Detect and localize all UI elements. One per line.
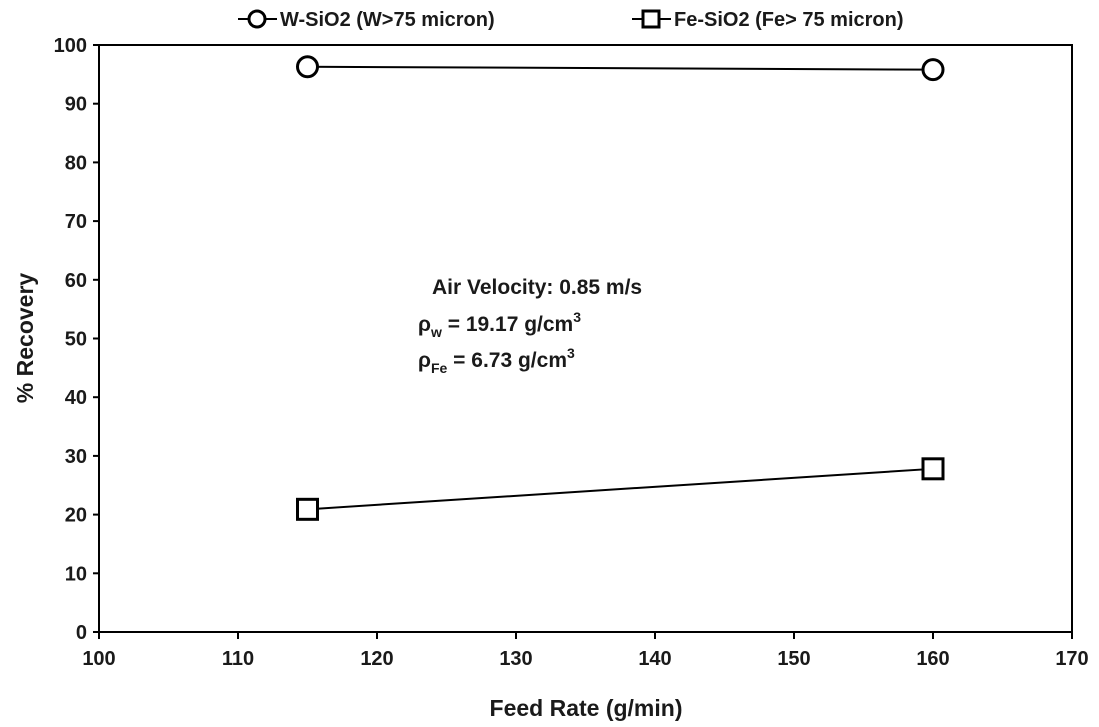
legend-item-w-sio2: W-SiO2 (W>75 micron) bbox=[238, 9, 495, 31]
plot-frame bbox=[98, 44, 1073, 633]
x-tick-label: 100 bbox=[82, 648, 115, 670]
legend-marker-circle bbox=[247, 9, 267, 29]
legend-label-w-sio2: W-SiO2 (W>75 micron) bbox=[280, 9, 495, 31]
annotation-air-velocity: Air Velocity: 0.85 m/s bbox=[432, 276, 642, 299]
data-point-fe-sio2 bbox=[921, 457, 945, 481]
series-line-w-sio2 bbox=[307, 65, 934, 71]
x-tick-label: 120 bbox=[360, 648, 393, 670]
legend-label-fe-sio2: Fe-SiO2 (Fe> 75 micron) bbox=[674, 9, 904, 31]
legend: W-SiO2 (W>75 micron) Fe-SiO2 (Fe> 75 mic… bbox=[238, 9, 904, 31]
y-tick-label: 80 bbox=[65, 152, 87, 174]
y-tick-label: 70 bbox=[65, 211, 87, 233]
x-axis-title: Feed Rate (g/min) bbox=[490, 695, 683, 721]
annotation-block: Air Velocity: 0.85 m/s ρw = 19.17 g/cm3 … bbox=[418, 276, 642, 376]
y-tick-label: 30 bbox=[65, 446, 87, 468]
x-tick-label: 140 bbox=[638, 648, 671, 670]
annotation-density-fe: ρFe = 6.73 g/cm3 bbox=[418, 345, 575, 376]
rho-fe-subscript: Fe bbox=[431, 360, 448, 376]
y-tick-label: 20 bbox=[65, 505, 87, 527]
x-axis: 100 110 120 130 140 150 160 170 bbox=[82, 632, 1089, 670]
rho-symbol: ρ bbox=[418, 349, 431, 372]
y-tick-label: 0 bbox=[76, 622, 87, 644]
legend-marker-square bbox=[641, 9, 661, 29]
series-layer bbox=[296, 55, 945, 521]
y-tick-label: 100 bbox=[54, 35, 87, 57]
y-tick-label: 60 bbox=[65, 270, 87, 292]
rho-fe-superscript: 3 bbox=[567, 345, 575, 361]
rho-w-value: = 19.17 g/cm bbox=[442, 313, 573, 336]
rho-fe-value: = 6.73 g/cm bbox=[447, 349, 567, 372]
data-point-w-sio2 bbox=[921, 58, 945, 82]
y-tick-label: 50 bbox=[65, 329, 87, 351]
x-tick-label: 160 bbox=[916, 648, 949, 670]
x-tick-label: 130 bbox=[499, 648, 532, 670]
y-tick-label: 10 bbox=[65, 563, 87, 585]
x-tick-label: 110 bbox=[222, 648, 254, 670]
rho-symbol: ρ bbox=[418, 313, 431, 336]
data-point-w-sio2 bbox=[296, 55, 319, 79]
annotation-density-w: ρw = 19.17 g/cm3 bbox=[418, 309, 581, 340]
series-line-fe-sio2 bbox=[307, 467, 934, 511]
rho-w-superscript: 3 bbox=[573, 309, 581, 325]
rho-w-subscript: w bbox=[430, 324, 442, 340]
x-tick-label: 170 bbox=[1055, 648, 1088, 670]
x-tick-label: 150 bbox=[777, 648, 810, 670]
legend-item-fe-sio2: Fe-SiO2 (Fe> 75 micron) bbox=[632, 9, 904, 31]
y-tick-label: 90 bbox=[65, 94, 87, 116]
data-point-fe-sio2 bbox=[296, 497, 319, 521]
y-axis: 0 10 20 30 40 50 60 70 80 90 100 bbox=[54, 35, 99, 644]
y-axis-title: % Recovery bbox=[12, 273, 38, 404]
y-tick-label: 40 bbox=[65, 387, 87, 409]
